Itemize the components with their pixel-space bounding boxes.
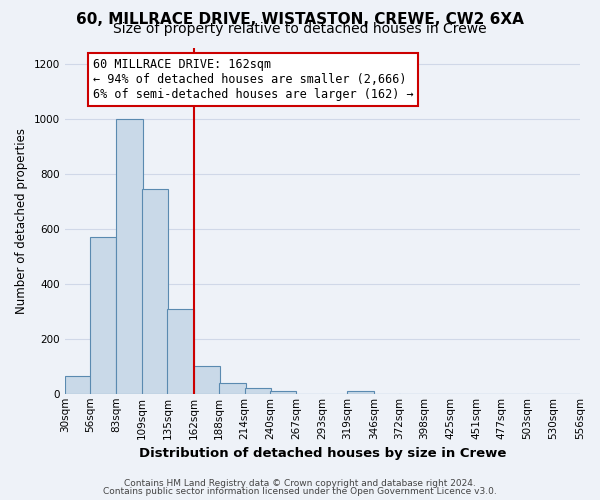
Bar [142, 189, 169, 394]
Text: Contains HM Land Registry data © Crown copyright and database right 2024.: Contains HM Land Registry data © Crown c… [124, 479, 476, 488]
Bar [270, 391, 296, 394]
Text: Size of property relative to detached houses in Crewe: Size of property relative to detached ho… [113, 22, 487, 36]
Text: 60, MILLRACE DRIVE, WISTASTON, CREWE, CW2 6XA: 60, MILLRACE DRIVE, WISTASTON, CREWE, CW… [76, 12, 524, 28]
Bar [194, 366, 220, 394]
Bar [347, 391, 374, 394]
Bar [167, 308, 194, 394]
Bar [90, 237, 116, 394]
Bar [65, 376, 91, 394]
Text: Contains public sector information licensed under the Open Government Licence v3: Contains public sector information licen… [103, 486, 497, 496]
Bar [219, 383, 245, 394]
Text: 60 MILLRACE DRIVE: 162sqm
← 94% of detached houses are smaller (2,666)
6% of sem: 60 MILLRACE DRIVE: 162sqm ← 94% of detac… [93, 58, 413, 101]
Y-axis label: Number of detached properties: Number of detached properties [15, 128, 28, 314]
Bar [116, 119, 143, 394]
Bar [245, 388, 271, 394]
X-axis label: Distribution of detached houses by size in Crewe: Distribution of detached houses by size … [139, 447, 506, 460]
